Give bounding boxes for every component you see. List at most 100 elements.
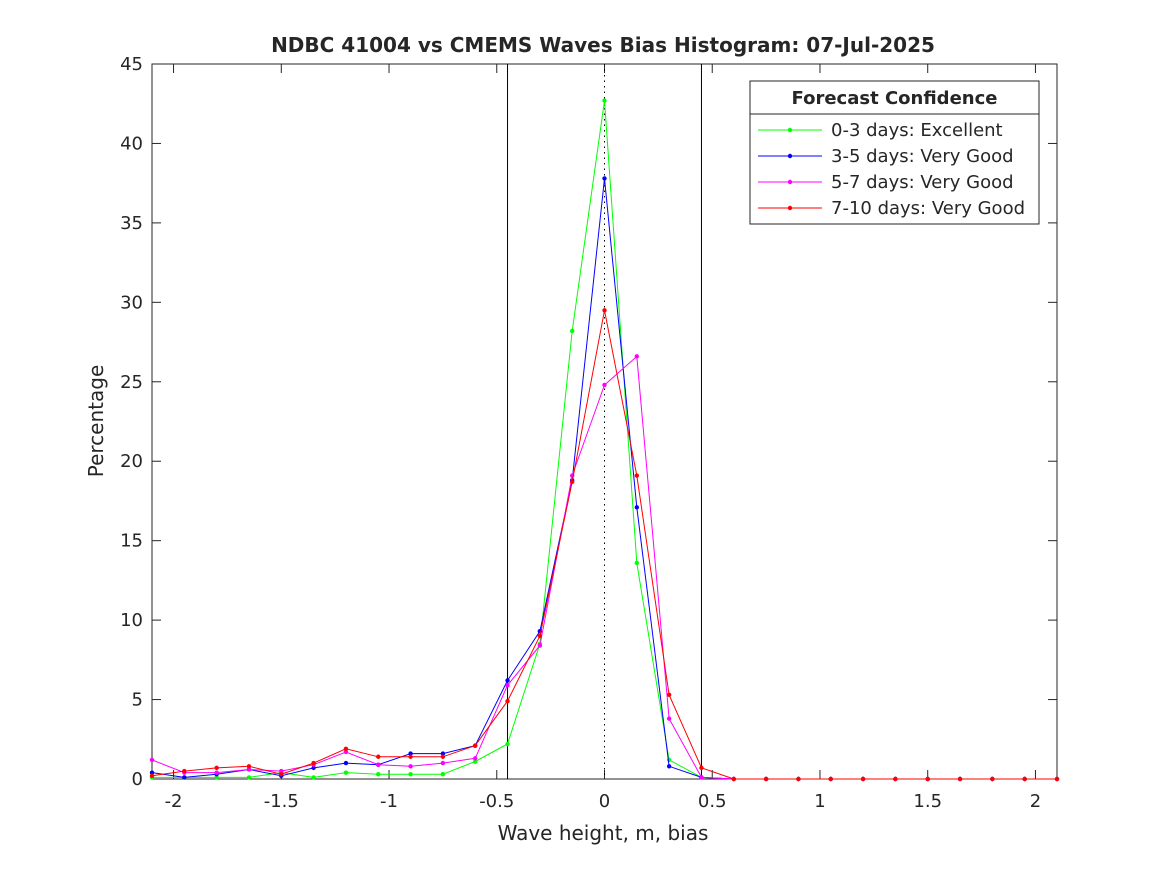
data-point (343, 770, 349, 775)
data-point (602, 98, 607, 103)
data-point (699, 765, 704, 771)
data-point (473, 756, 478, 761)
y-tick-label: 5 (132, 690, 143, 711)
data-point (214, 770, 219, 775)
x-tick-label: -1 (380, 791, 398, 812)
data-point (1054, 776, 1060, 782)
data-point (537, 633, 543, 639)
data-point (731, 776, 736, 782)
legend-entry-label: 7-10 days: Very Good (831, 198, 1025, 219)
x-axis-label: Wave height, m, bias (498, 821, 709, 845)
legend-title: Forecast Confidence (792, 88, 998, 109)
data-point (666, 757, 672, 763)
y-tick-label: 30 (120, 292, 143, 313)
x-tick-label: 1 (814, 791, 825, 812)
y-tick-label: 45 (120, 54, 143, 75)
data-point (893, 776, 898, 782)
data-point (246, 767, 252, 772)
data-point (343, 749, 349, 755)
data-point (666, 692, 672, 697)
data-point (763, 776, 769, 782)
x-tick-label: -2 (165, 791, 183, 812)
data-point (602, 382, 607, 388)
data-point (214, 765, 219, 771)
data-point (537, 643, 543, 648)
y-tick-label: 10 (120, 610, 143, 631)
data-point (149, 773, 155, 779)
data-point (408, 772, 413, 777)
data-point (1022, 776, 1027, 782)
data-point (149, 770, 155, 775)
y-tick-label: 35 (120, 213, 143, 234)
legend-entry-label: 0-3 days: Excellent (831, 120, 1003, 141)
y-axis-label: Percentage (84, 365, 108, 478)
x-tick-label: 1.5 (913, 791, 942, 812)
data-point (408, 751, 413, 756)
data-point (569, 479, 575, 485)
y-tick-label: 0 (132, 769, 143, 790)
data-point (666, 764, 672, 769)
data-point (311, 760, 316, 766)
data-point (408, 764, 413, 769)
y-tick-label: 20 (120, 451, 143, 472)
data-point (505, 683, 510, 688)
data-point (473, 759, 478, 764)
legend-entry-label: 5-7 days: Very Good (831, 172, 1014, 193)
x-tick-label: -1.5 (264, 791, 299, 812)
data-point (634, 473, 640, 478)
data-point (634, 505, 640, 510)
data-point (279, 768, 284, 774)
data-point (214, 775, 219, 780)
x-tick-label: 0 (599, 791, 610, 812)
data-point (699, 775, 704, 780)
data-point (246, 764, 252, 769)
data-point (311, 775, 316, 780)
legend: Forecast Confidence 0-3 days: Excellent 3-… (749, 80, 1040, 225)
data-point (149, 757, 155, 763)
legend-swatch-marker (787, 127, 793, 133)
data-point (376, 772, 381, 777)
data-point (376, 762, 381, 767)
legend-box (749, 80, 1040, 225)
data-point (957, 776, 963, 782)
x-tick-label: 0.5 (698, 791, 727, 812)
data-point (505, 698, 510, 704)
y-tick-label: 15 (120, 531, 143, 552)
data-point (279, 772, 284, 777)
data-point (440, 772, 446, 777)
legend-swatch-marker (787, 153, 793, 159)
data-point (182, 775, 187, 780)
y-tick-label: 25 (120, 372, 143, 393)
data-point (246, 775, 252, 780)
legend-entry-label: 3-5 days: Very Good (831, 146, 1014, 167)
x-tick-label: 2 (1030, 791, 1041, 812)
data-point (343, 760, 349, 766)
data-point (925, 776, 930, 782)
x-tick-label: -0.5 (479, 791, 514, 812)
data-point (666, 716, 672, 721)
data-point (376, 754, 381, 759)
data-point (440, 754, 446, 759)
data-point (828, 776, 833, 782)
data-point (311, 765, 316, 771)
data-point (569, 328, 575, 334)
data-point (796, 776, 801, 782)
legend-swatch-marker (787, 179, 793, 185)
data-point (634, 354, 640, 359)
data-point (602, 176, 607, 181)
data-point (440, 760, 446, 766)
data-point (860, 776, 866, 782)
data-point (634, 560, 640, 566)
y-tick-label: 40 (120, 133, 143, 154)
data-point (182, 768, 187, 774)
data-point (990, 776, 995, 782)
data-point (505, 678, 510, 683)
legend-swatch-marker (787, 205, 793, 211)
data-point (473, 743, 478, 748)
data-point (602, 308, 607, 313)
series-line (151, 355, 1057, 780)
data-point (408, 754, 413, 759)
data-point (440, 751, 446, 756)
